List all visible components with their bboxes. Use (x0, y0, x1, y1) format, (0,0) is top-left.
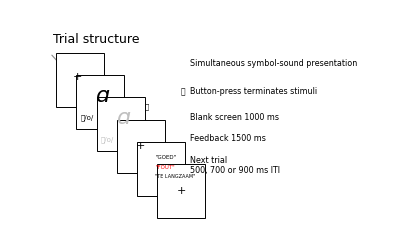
Text: "GOED": "GOED" (155, 155, 176, 160)
Text: Next trial
500, 700 or 900 ms ITI: Next trial 500, 700 or 900 ms ITI (190, 156, 280, 176)
Text: "TE LANGZAAM": "TE LANGZAAM" (155, 174, 196, 179)
Text: Button-press terminates stimuli: Button-press terminates stimuli (190, 87, 317, 96)
Text: +: + (176, 186, 186, 196)
Text: +: + (73, 72, 82, 82)
Text: Simultaneous symbol-sound presentation: Simultaneous symbol-sound presentation (190, 59, 357, 68)
Bar (137, 142, 185, 196)
Bar (76, 75, 124, 129)
Text: +: + (136, 142, 145, 152)
Text: ɑ: ɑ (96, 86, 110, 106)
Text: ɑ: ɑ (116, 108, 130, 128)
Text: Ⓐ: Ⓐ (181, 87, 186, 96)
Text: "FOUT": "FOUT" (155, 165, 175, 170)
Bar (96, 97, 144, 151)
Text: Blank screen 1000 ms: Blank screen 1000 ms (190, 113, 278, 122)
Text: 🔊/o/: 🔊/o/ (80, 114, 94, 120)
Text: 🔊/o/: 🔊/o/ (100, 136, 114, 143)
Text: Ⓐ: Ⓐ (145, 104, 149, 110)
Bar (117, 120, 165, 174)
Text: Feedback 1500 ms: Feedback 1500 ms (190, 134, 265, 143)
Bar (157, 164, 205, 218)
Text: Trial structure: Trial structure (53, 33, 140, 46)
Bar (56, 53, 104, 107)
